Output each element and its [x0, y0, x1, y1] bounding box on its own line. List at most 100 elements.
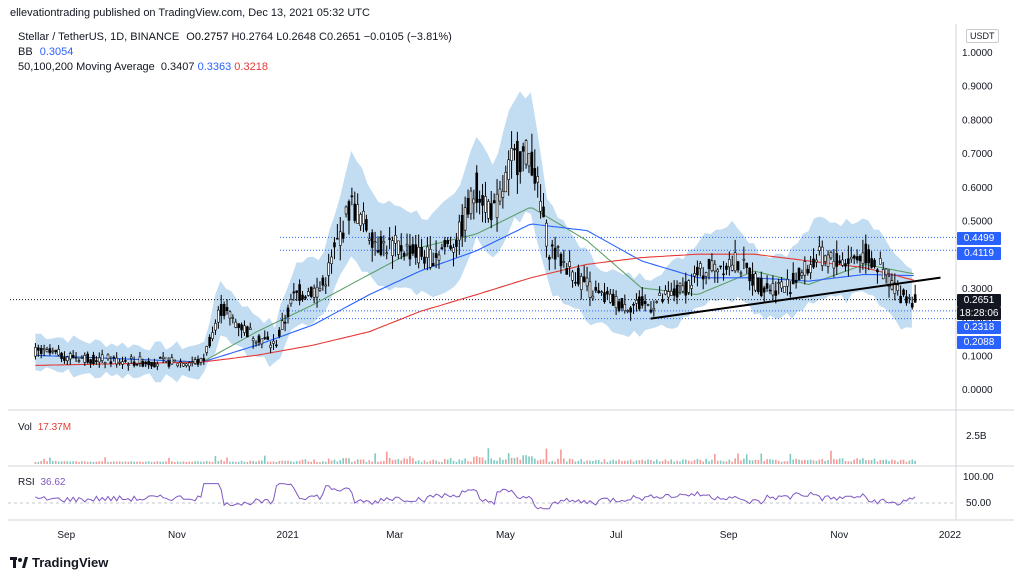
y-tick-label: 0.7000	[962, 149, 993, 160]
volume-bar	[348, 458, 350, 464]
candle-body	[684, 281, 688, 296]
candle-body	[611, 293, 615, 306]
candle-body	[135, 363, 139, 366]
candle-body	[518, 151, 522, 173]
volume-bar	[560, 449, 562, 464]
volume-bar	[557, 458, 559, 464]
volume-bar	[850, 461, 853, 464]
volume-bar	[54, 461, 57, 464]
candle-body	[649, 309, 653, 313]
candle-body	[463, 207, 467, 231]
candle-body	[881, 269, 885, 280]
candle-body	[640, 296, 644, 306]
volume-bar	[449, 458, 452, 464]
volume-bar	[792, 459, 795, 464]
volume-bar	[269, 461, 272, 464]
volume-bar	[220, 460, 223, 464]
volume-bar	[156, 461, 159, 464]
volume-bar	[539, 459, 542, 464]
rsi-value: 36.62	[40, 477, 66, 488]
volume-bar	[635, 460, 638, 464]
volume-bar	[888, 461, 890, 464]
volume-bar	[359, 459, 362, 464]
volume-bar	[205, 460, 208, 464]
volume-bar	[452, 460, 455, 464]
candle-body	[312, 287, 316, 298]
volume-legend[interactable]: Vol 17.37M	[18, 422, 72, 433]
tradingview-brand[interactable]: TradingView	[10, 555, 108, 570]
candle-body	[452, 247, 455, 253]
volume-bar	[301, 459, 304, 464]
candle-body	[193, 359, 197, 364]
candle-body	[582, 276, 586, 282]
volume-bar	[461, 460, 464, 464]
currency-badge[interactable]: USDT	[966, 29, 999, 43]
ma-legend[interactable]: 50,100,200 Moving Average 0.3407 0.3363 …	[18, 61, 268, 73]
volume-bar	[902, 459, 905, 464]
candle-body	[823, 255, 827, 262]
candle-body	[614, 296, 618, 309]
volume-bar	[252, 460, 254, 464]
volume-bar	[406, 459, 408, 464]
volume-bar	[603, 459, 606, 464]
volume-bar	[655, 459, 658, 464]
volume-bar	[194, 461, 196, 464]
volume-bar	[734, 458, 736, 464]
candle-body	[475, 172, 479, 203]
time-axis[interactable]: Sep Nov 2021 Mar May Jul Sep Nov 2022	[57, 530, 961, 541]
rsi-pane	[8, 483, 956, 510]
candle-body	[153, 362, 156, 368]
volume-bar	[653, 461, 655, 464]
candle-body	[855, 256, 859, 261]
volume-bar	[478, 457, 481, 464]
candle-body	[690, 285, 693, 289]
candle-body	[86, 353, 89, 363]
trendline[interactable]	[650, 276, 941, 320]
volume-bar	[824, 460, 826, 464]
volume-bar	[69, 461, 72, 464]
candle-body	[254, 341, 258, 344]
volume-bar	[777, 460, 780, 464]
candle-body	[164, 357, 168, 362]
candle-body	[338, 231, 342, 246]
candle-body	[553, 247, 557, 260]
ma50-value: 0.3407	[160, 61, 195, 73]
candle-body	[54, 349, 58, 353]
volume-bar	[568, 458, 571, 464]
candle-body	[408, 245, 412, 260]
bollinger-band	[35, 91, 912, 383]
candle-body	[187, 362, 191, 367]
volume-bar	[859, 459, 861, 464]
candle-body	[199, 358, 203, 363]
volume-bar	[908, 460, 911, 464]
candle-body	[318, 288, 322, 291]
volume-bar	[455, 461, 458, 464]
candle-body	[179, 361, 182, 364]
candle-body	[762, 287, 766, 293]
candle-body	[132, 361, 136, 366]
candle-body	[829, 251, 833, 259]
volume-bar	[412, 458, 414, 464]
candle-body	[797, 267, 801, 281]
candle-body	[815, 259, 818, 263]
candle-body	[208, 336, 211, 347]
rsi-legend[interactable]: RSI 36.62	[18, 477, 66, 488]
volume-axis-tick: 2.5B	[966, 431, 987, 442]
candle-body	[669, 290, 673, 296]
volume-bar	[513, 458, 516, 464]
volume-bar	[458, 459, 461, 464]
candle-body	[266, 336, 269, 340]
volume-bar	[159, 461, 162, 464]
candle-body	[144, 361, 148, 365]
candle-body	[182, 363, 185, 367]
volume-bar	[606, 461, 609, 464]
bb-legend[interactable]: BB 0.3054	[18, 46, 74, 58]
volume-bar	[504, 459, 507, 464]
candle-body	[327, 262, 330, 276]
candle-body	[492, 200, 496, 203]
candle-body	[658, 292, 661, 296]
candle-body	[240, 324, 243, 331]
tradingview-logo-icon	[10, 556, 28, 569]
candle-body	[295, 290, 299, 293]
